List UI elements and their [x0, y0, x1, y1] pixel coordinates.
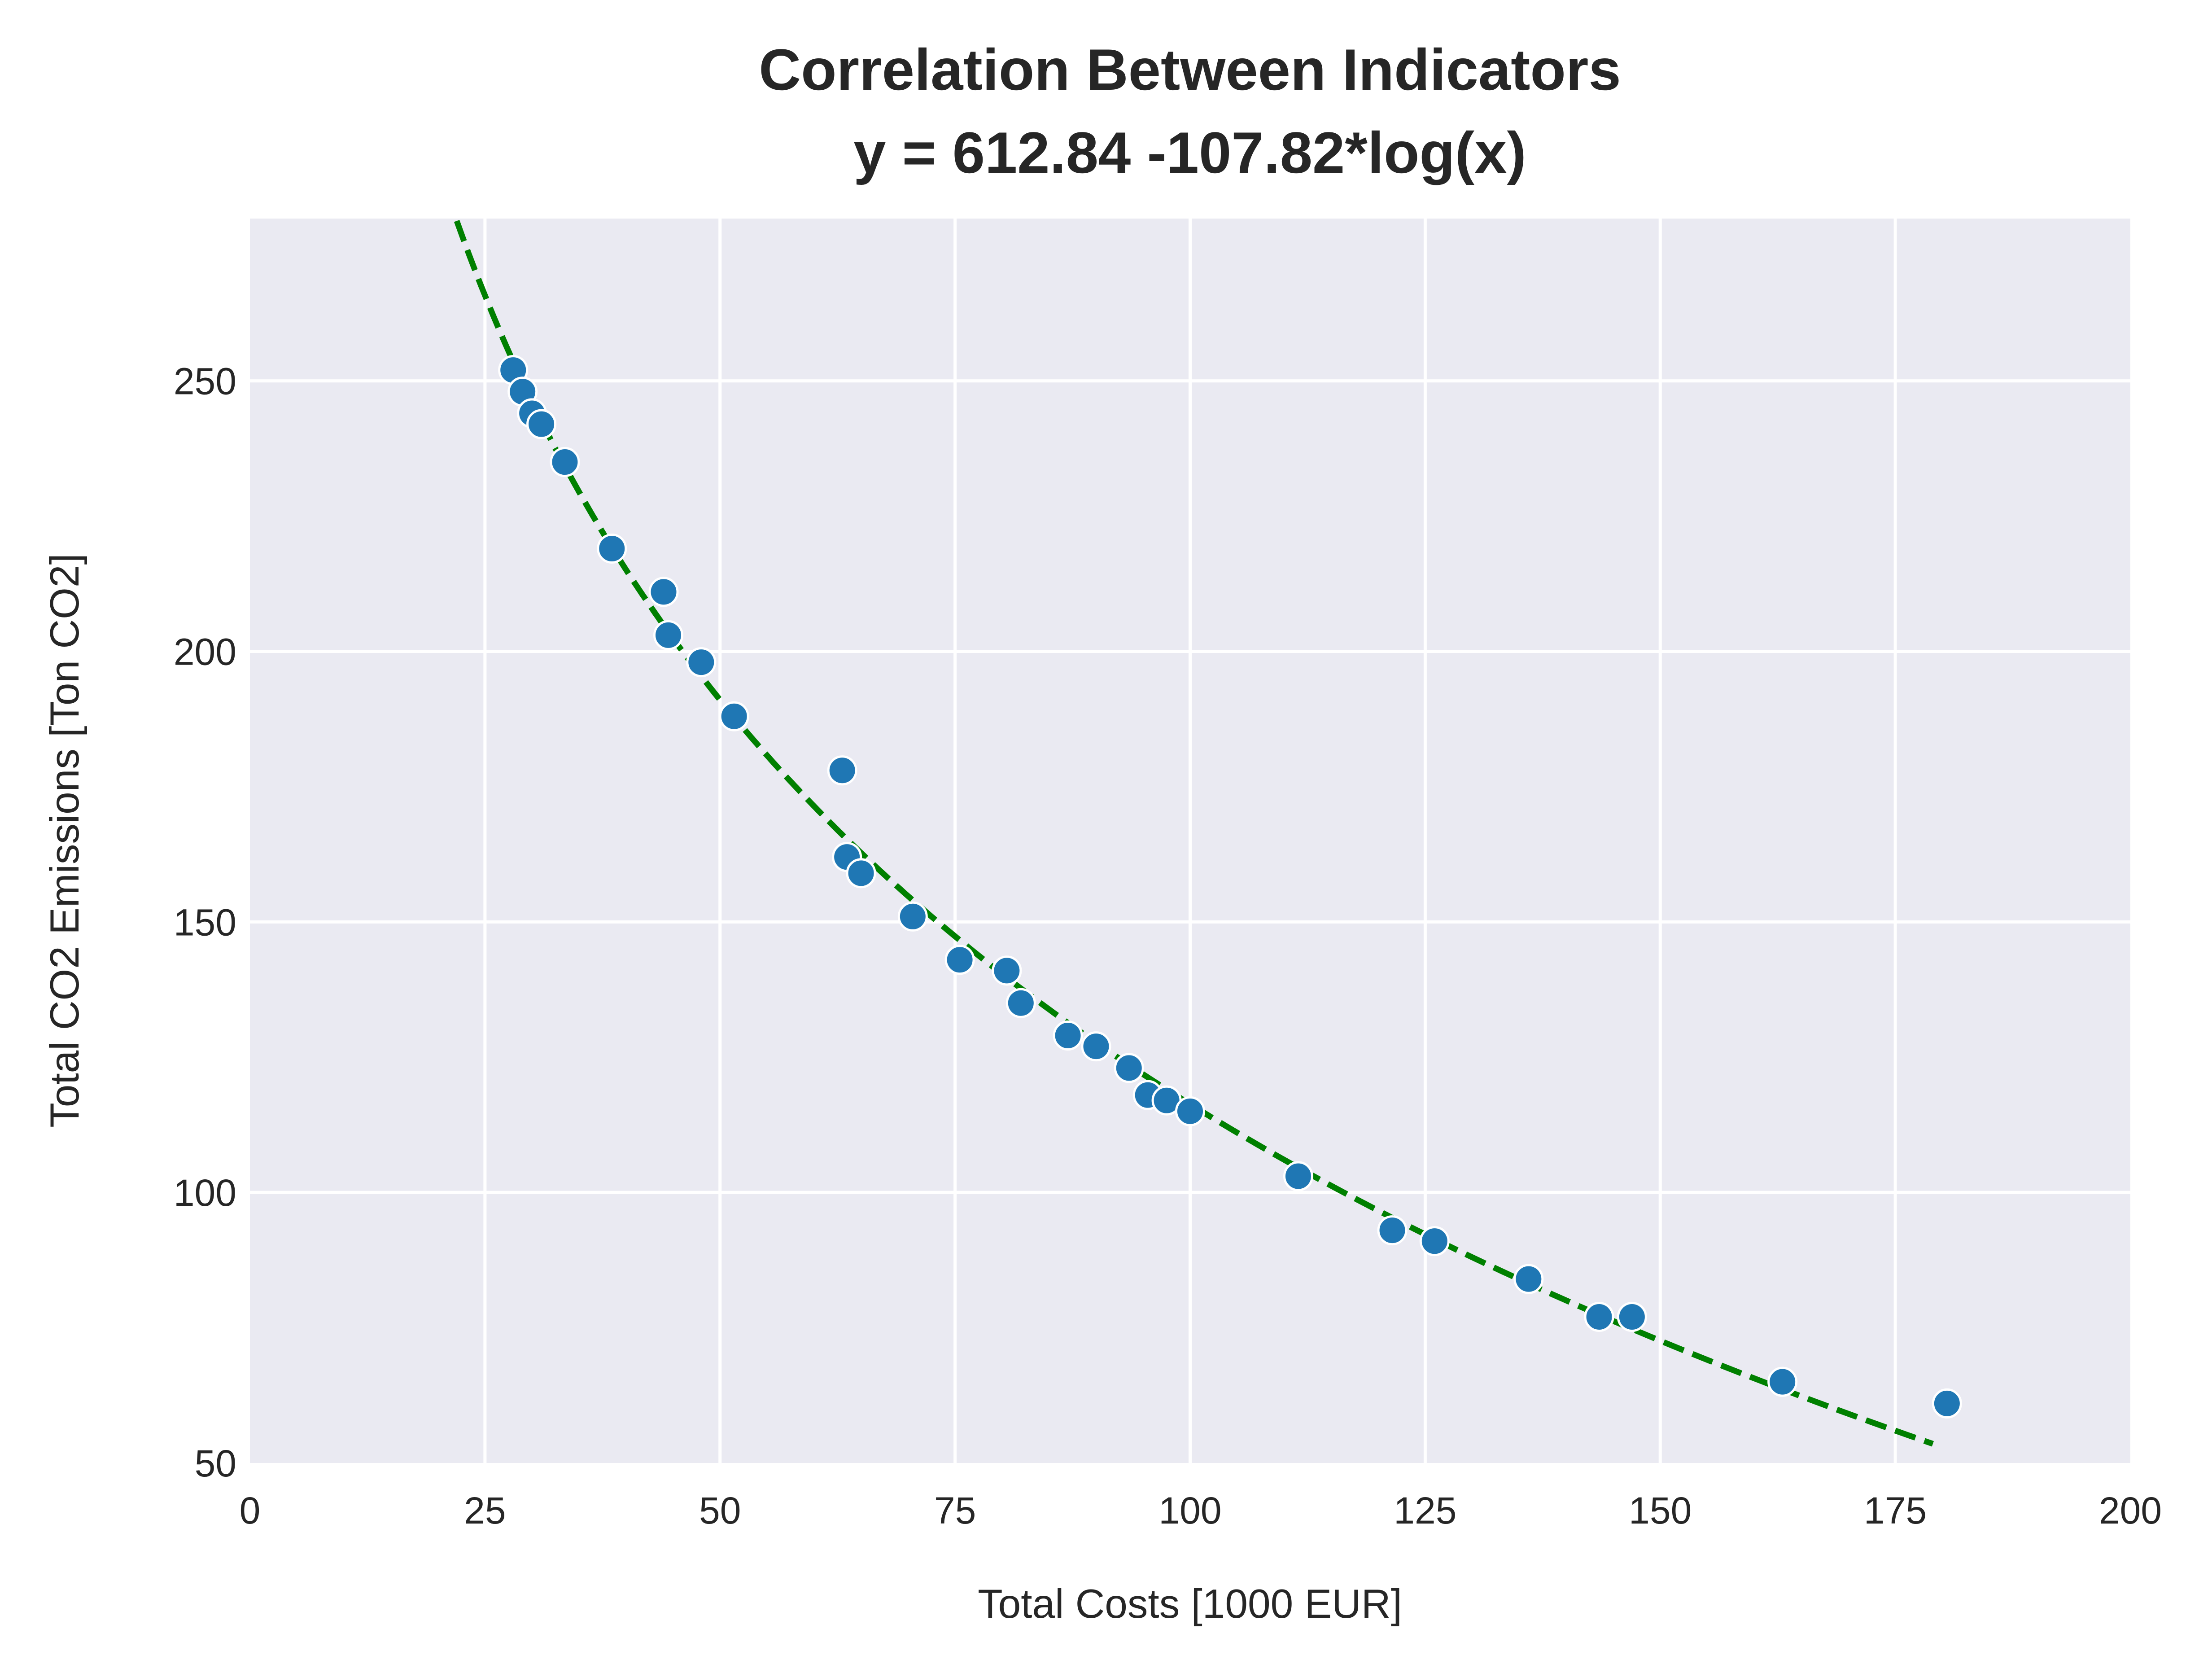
data-point [653, 620, 683, 650]
x-tick-label: 100 [1158, 1489, 1221, 1532]
data-point [992, 955, 1022, 986]
data-point [686, 647, 717, 678]
data-point [846, 858, 876, 889]
chart-title: Correlation Between Indicators [759, 37, 1621, 102]
x-tick-label: 175 [1864, 1489, 1927, 1532]
x-tick-label: 200 [2099, 1489, 2162, 1532]
x-tick-label: 0 [240, 1489, 261, 1532]
data-point [1932, 1388, 1962, 1419]
data-point [1767, 1366, 1798, 1397]
data-point [827, 755, 857, 786]
data-point [1419, 1226, 1450, 1257]
data-point [1053, 1020, 1083, 1051]
data-point [1175, 1096, 1205, 1126]
x-tick-label: 75 [934, 1489, 976, 1532]
data-point [1283, 1161, 1313, 1191]
data-point [648, 577, 679, 607]
data-point [1513, 1264, 1544, 1294]
data-point [526, 409, 557, 439]
y-axis-label: Total CO2 Emissions [Ton CO2] [42, 553, 87, 1128]
data-point [1584, 1301, 1614, 1332]
data-point [1377, 1215, 1408, 1246]
data-point [597, 533, 627, 564]
data-point [1114, 1053, 1144, 1083]
data-point [944, 945, 975, 975]
y-tick-label: 150 [174, 901, 236, 943]
x-tick-label: 150 [1629, 1489, 1692, 1532]
data-point [1617, 1301, 1647, 1332]
x-axis-label: Total Costs [1000 EUR] [978, 1581, 1402, 1627]
x-tick-label: 25 [464, 1489, 506, 1532]
x-tick-labels: 0 25 50 75 100 125 150 175 200 [240, 1489, 2162, 1532]
y-tick-label: 200 [174, 631, 236, 673]
y-tick-label: 100 [174, 1172, 236, 1214]
y-tick-labels: 50 100 150 200 250 [174, 360, 236, 1484]
grid [250, 219, 2130, 1463]
data-point [550, 447, 580, 477]
data-point [1081, 1031, 1111, 1062]
y-tick-label: 250 [174, 360, 236, 403]
x-tick-label: 125 [1394, 1489, 1456, 1532]
y-tick-label: 50 [195, 1442, 236, 1484]
chart-subtitle: y = 612.84 -107.82*log(x) [853, 120, 1526, 185]
data-point [719, 701, 749, 731]
data-point [1005, 988, 1036, 1018]
data-point [897, 901, 928, 932]
scatter-points [498, 355, 1962, 1419]
x-tick-label: 50 [699, 1489, 741, 1532]
